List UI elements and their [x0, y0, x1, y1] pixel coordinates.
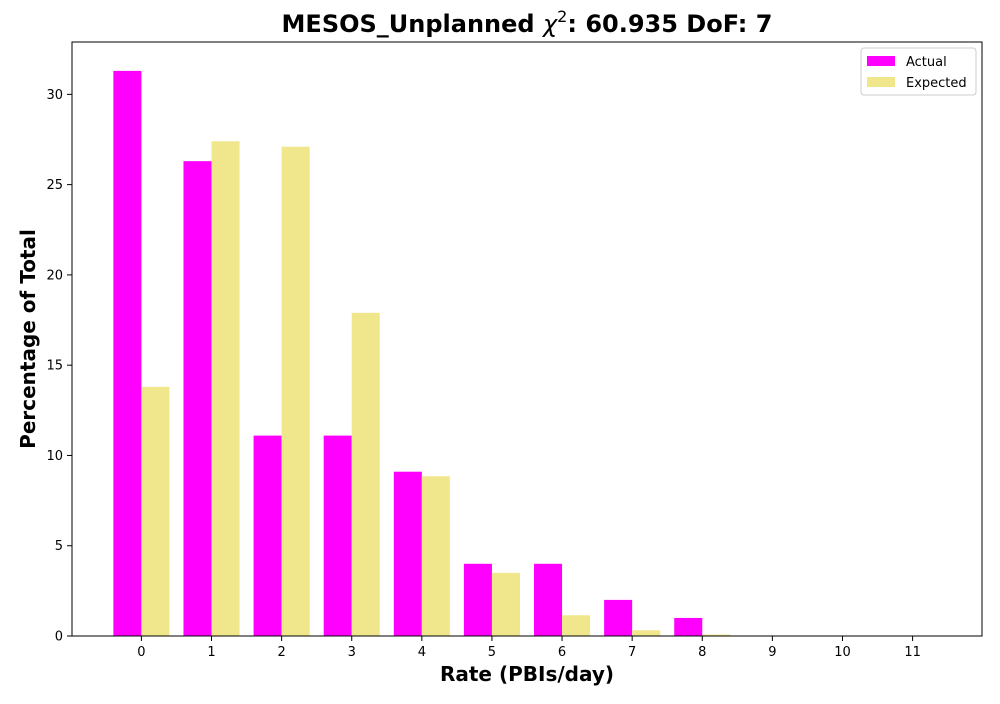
bars-group — [113, 70, 801, 637]
legend-entries: Actual Expected — [867, 55, 967, 91]
bar-actual-1 — [183, 161, 212, 637]
x-tick-label: 8 — [698, 645, 706, 660]
bar-actual-7 — [604, 599, 633, 636]
x-axis-label: Rate (PBIs/day) — [440, 662, 614, 686]
bar-actual-3 — [323, 435, 352, 636]
bar-actual-5 — [463, 563, 492, 636]
bar-actual-4 — [393, 471, 422, 636]
y-tick-label: 20 — [46, 268, 63, 283]
bar-actual-8 — [674, 617, 703, 636]
legend-swatch-expected — [867, 77, 895, 87]
x-tick-label: 0 — [137, 645, 145, 660]
title-superscript: 2 — [557, 7, 567, 26]
y-tick-label: 10 — [46, 449, 63, 464]
bar-expected-4 — [421, 476, 450, 636]
x-tick-label: 1 — [207, 645, 215, 660]
bar-expected-3 — [351, 312, 380, 636]
bar-expected-8 — [702, 634, 731, 636]
legend-swatch-actual — [867, 56, 895, 66]
bar-actual-0 — [113, 70, 142, 637]
bar-expected-6 — [562, 615, 591, 636]
x-tick-label: 5 — [488, 645, 496, 660]
bar-actual-6 — [534, 563, 563, 636]
x-tick-label: 6 — [558, 645, 566, 660]
x-tick-label: 11 — [904, 645, 921, 660]
bar-expected-5 — [491, 572, 520, 636]
bar-actual-2 — [253, 435, 282, 636]
y-tick-label: 5 — [55, 539, 63, 554]
x-tick-label: 4 — [418, 645, 426, 660]
bar-expected-2 — [281, 146, 310, 636]
y-tick-label: 0 — [55, 630, 63, 645]
x-tick-label: 10 — [834, 645, 851, 660]
y-axis-ticks: 0 5 10 15 20 25 30 — [46, 88, 72, 645]
bar-expected-7 — [632, 630, 661, 636]
x-tick-label: 7 — [628, 645, 636, 660]
title-rest: : 60.935 DoF: 7 — [567, 10, 772, 38]
bar-expected-1 — [211, 141, 240, 637]
bar-expected-0 — [141, 386, 170, 636]
plot-frame — [71, 41, 983, 637]
x-axis-ticks: 0 1 2 3 4 5 6 7 8 9 10 11 — [137, 636, 921, 660]
chart-title: MESOS_Unplanned χ2: 60.935 DoF: 7 — [282, 7, 773, 38]
x-tick-label: 9 — [768, 645, 776, 660]
x-tick-label: 3 — [348, 645, 356, 660]
title-main: MESOS_Unplanned — [282, 10, 543, 38]
y-tick-label: 25 — [46, 178, 63, 193]
title-chi: χ — [541, 10, 558, 38]
y-axis-label: Percentage of Total — [16, 229, 40, 449]
legend: Actual Expected — [860, 47, 977, 96]
legend-label-actual: Actual — [906, 55, 947, 70]
x-tick-label: 2 — [277, 645, 285, 660]
y-tick-label: 15 — [46, 359, 63, 374]
y-tick-label: 30 — [46, 88, 63, 103]
legend-label-expected: Expected — [906, 76, 967, 91]
